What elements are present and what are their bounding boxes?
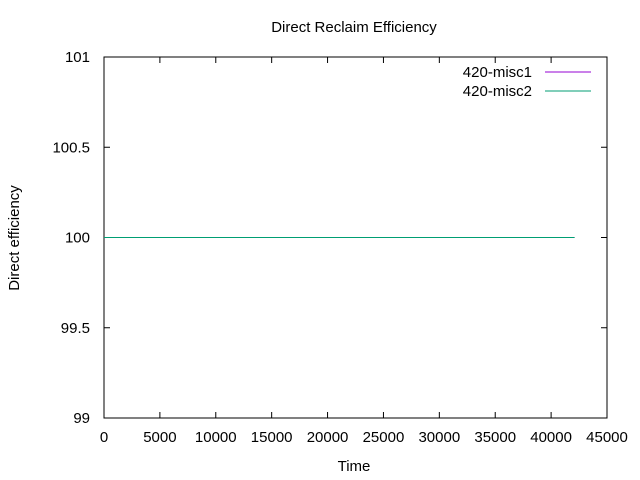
- y-tick-label: 99.5: [61, 320, 90, 337]
- x-tick-label: 30000: [418, 429, 460, 446]
- y-tick-label: 99: [73, 410, 90, 427]
- legend-label: 420-misc2: [463, 83, 532, 100]
- chart-title: Direct Reclaim Efficiency: [271, 19, 437, 36]
- legend: 420-misc1 420-misc2: [463, 64, 591, 100]
- x-axis-label: Time: [338, 458, 371, 475]
- x-tick-label: 25000: [363, 429, 405, 446]
- x-tick-label: 40000: [530, 429, 572, 446]
- x-tick-label: 35000: [474, 429, 516, 446]
- x-tick-label: 15000: [251, 429, 293, 446]
- y-axis-label: Direct efficiency: [6, 185, 23, 291]
- y-tick-label: 100.5: [52, 139, 90, 156]
- x-tick-label: 10000: [195, 429, 237, 446]
- legend-label: 420-misc1: [463, 64, 532, 81]
- x-tick-label: 20000: [307, 429, 349, 446]
- y-tick-label: 100: [65, 230, 90, 247]
- x-tick-label: 45000: [586, 429, 628, 446]
- x-tick-label: 5000: [143, 429, 176, 446]
- x-ticks: 0 5000 10000 15000 20000 25000 30000 35000 40000…: [100, 57, 628, 446]
- x-tick-label: 0: [100, 429, 108, 446]
- y-ticks: 99 99.5 100 100.5 101: [52, 49, 607, 427]
- y-tick-label: 101: [65, 49, 90, 66]
